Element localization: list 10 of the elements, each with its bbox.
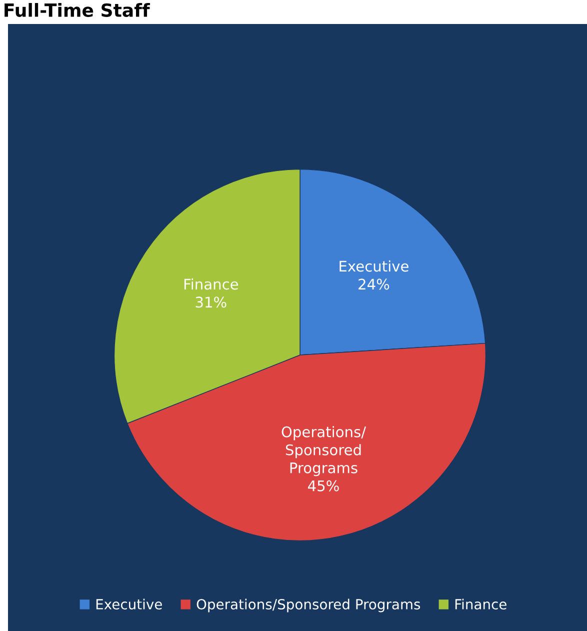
slice-label: Executive	[340, 260, 408, 272]
data-label: 24%	[358, 278, 390, 290]
legend-label: Finance	[455, 598, 506, 610]
data-label: 31%	[196, 296, 226, 308]
chart-title: Full-Time Staff	[4, 3, 150, 17]
slice-label: Finance	[184, 278, 238, 290]
slice-label: Operations/Sponsored Programs	[282, 426, 366, 476]
data-label: 45%	[308, 480, 339, 492]
legend-label: Executive	[96, 598, 162, 610]
legend-label: Operations/Sponsored Programs	[196, 598, 420, 612]
